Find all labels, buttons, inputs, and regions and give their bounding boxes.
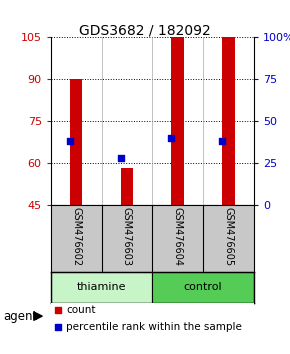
Text: percentile rank within the sample: percentile rank within the sample [66, 322, 242, 332]
Text: GSM476602: GSM476602 [71, 207, 81, 267]
Point [118, 155, 123, 161]
Text: GDS3682 / 182092: GDS3682 / 182092 [79, 23, 211, 37]
Bar [70, 79, 82, 205]
FancyBboxPatch shape [152, 272, 254, 303]
Point [169, 135, 174, 141]
Point [56, 307, 60, 313]
FancyBboxPatch shape [51, 272, 152, 303]
Text: count: count [66, 305, 95, 315]
Text: GSM476604: GSM476604 [173, 207, 183, 266]
Bar [171, 37, 184, 205]
Point [56, 324, 60, 330]
Bar [121, 169, 133, 205]
Text: control: control [184, 282, 222, 292]
Text: GSM476605: GSM476605 [223, 207, 233, 267]
Text: agent: agent [3, 310, 37, 322]
Text: thiamine: thiamine [77, 282, 126, 292]
Text: GSM476603: GSM476603 [122, 207, 132, 266]
Point [220, 138, 224, 144]
Bar [222, 37, 235, 205]
Point [68, 138, 72, 144]
